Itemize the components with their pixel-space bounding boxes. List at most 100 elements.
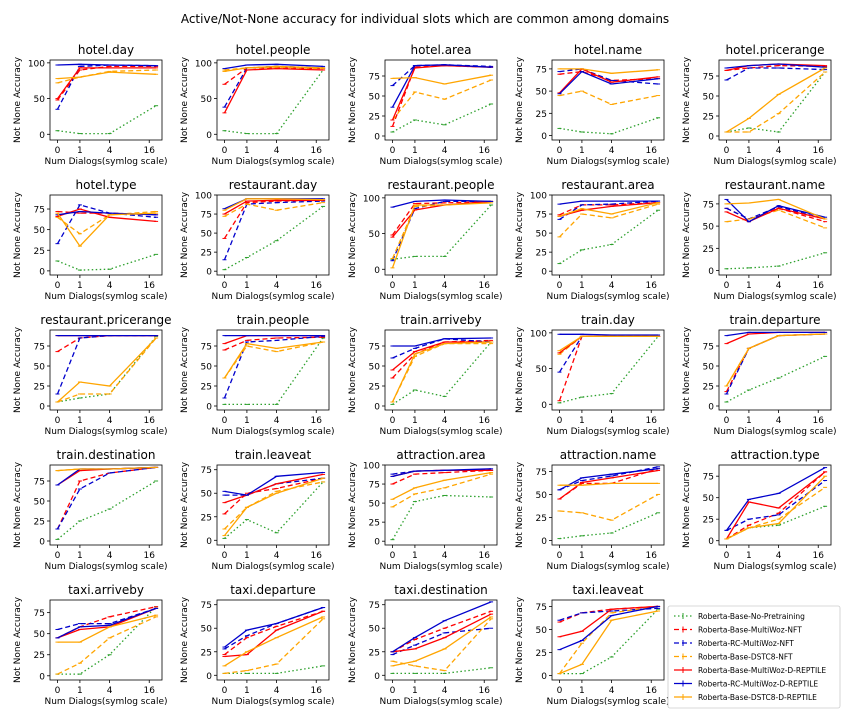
series-line [56,212,157,248]
y-tick-label: 0 [708,537,714,547]
series-line [57,616,157,675]
y-tick-label: 75 [536,603,547,613]
x-tick-label: 1 [412,416,418,426]
x-tick-label: 1 [579,551,585,561]
series-line [392,341,492,371]
x-tick-label: 1 [412,146,418,156]
series-line [391,202,492,269]
legend-box [667,605,841,709]
y-axis-label: Not None Accuracy [13,596,23,683]
x-tick-label: 1 [244,686,250,696]
series-line [559,335,659,355]
y-tick-label: 75 [536,468,547,478]
x-tick-label: 1 [746,146,752,156]
x-tick-label: 4 [274,416,280,426]
series-line [224,201,324,217]
series-line [559,201,659,216]
subplot-title: hotel.pricerange [726,43,825,57]
y-axis-label: Not None Accuracy [348,56,358,143]
y-tick-label: 100 [195,192,212,202]
series-line [726,475,826,540]
x-tick-label: 1 [579,146,585,156]
x-tick-label: 4 [776,416,782,426]
y-tick-label: 100 [28,59,45,69]
y-tick-label: 75 [369,343,380,353]
y-tick-label: 25 [703,245,714,255]
axes-frame [384,464,498,546]
series-line [57,253,157,271]
x-tick-label: 4 [776,146,782,156]
x-tick-label: 0 [557,416,563,426]
y-tick-label: 25 [369,113,380,123]
x-tick-label: 4 [776,551,782,561]
series-line [392,471,492,500]
y-tick-label: 50 [536,230,548,240]
series-line [559,605,659,623]
series-line [392,613,492,653]
y-tick-label: 50 [34,363,46,373]
x-tick-label: 1 [579,686,585,696]
x-tick-label: 1 [746,281,752,291]
y-axis-label: Not None Accuracy [682,461,692,548]
x-tick-label: 1 [244,551,250,561]
legend-label: Roberta-Base-MultiWoz-NFT [698,626,802,635]
x-tick-label: 0 [557,686,563,696]
series-line [57,606,157,675]
y-tick-label: 50 [536,88,548,98]
series-line [224,610,324,656]
series-line [726,198,826,220]
y-tick-label: 0 [206,672,212,682]
y-tick-label: 50 [369,363,381,373]
series-line [559,209,659,265]
series-line [559,468,659,500]
series-line [726,252,826,270]
series-line [392,64,492,87]
axes-frame [718,464,832,546]
series-line [726,205,826,220]
series-line [391,64,492,108]
x-tick-label: 16 [479,551,491,561]
y-tick-label: 50 [703,363,715,373]
y-tick-label: 25 [34,651,45,661]
x-axis-label: Num Dialogs(symlog scale) [212,697,335,707]
subplot-title: attraction.area [396,448,485,462]
y-tick-label: 50 [34,95,46,105]
series-line [392,199,492,208]
series-line [559,468,659,491]
y-tick-label: 50 [201,230,213,240]
y-tick-label: 25 [536,110,547,120]
series-line [559,333,659,336]
y-tick-label: 25 [369,648,380,658]
series-line [559,335,659,404]
series-line [725,467,826,531]
y-axis-label: Not None Accuracy [348,326,358,413]
y-tick-label: 75 [703,200,714,210]
x-axis-label: Num Dialogs(symlog scale) [45,427,168,437]
axes-frame [49,599,163,681]
x-tick-label: 16 [479,416,491,426]
x-tick-label: 0 [222,551,228,561]
series-line [224,334,324,345]
y-tick-label: 25 [703,383,714,393]
series-line [57,105,157,135]
x-tick-label: 16 [813,146,825,156]
x-axis-label: Num Dialogs(symlog scale) [547,697,670,707]
series-line [726,63,826,69]
y-tick-label: 0 [541,268,547,278]
x-tick-label: 16 [144,686,156,696]
y-tick-label: 0 [206,131,212,141]
y-tick-label: 0 [708,133,714,143]
series-line [559,493,659,521]
series-line [559,469,659,500]
subplot-title: train.day [581,313,635,327]
y-tick-label: 75 [201,466,212,476]
x-tick-label: 0 [557,281,563,291]
x-axis-label: Num Dialogs(symlog scale) [380,697,503,707]
x-tick-label: 0 [724,281,730,291]
